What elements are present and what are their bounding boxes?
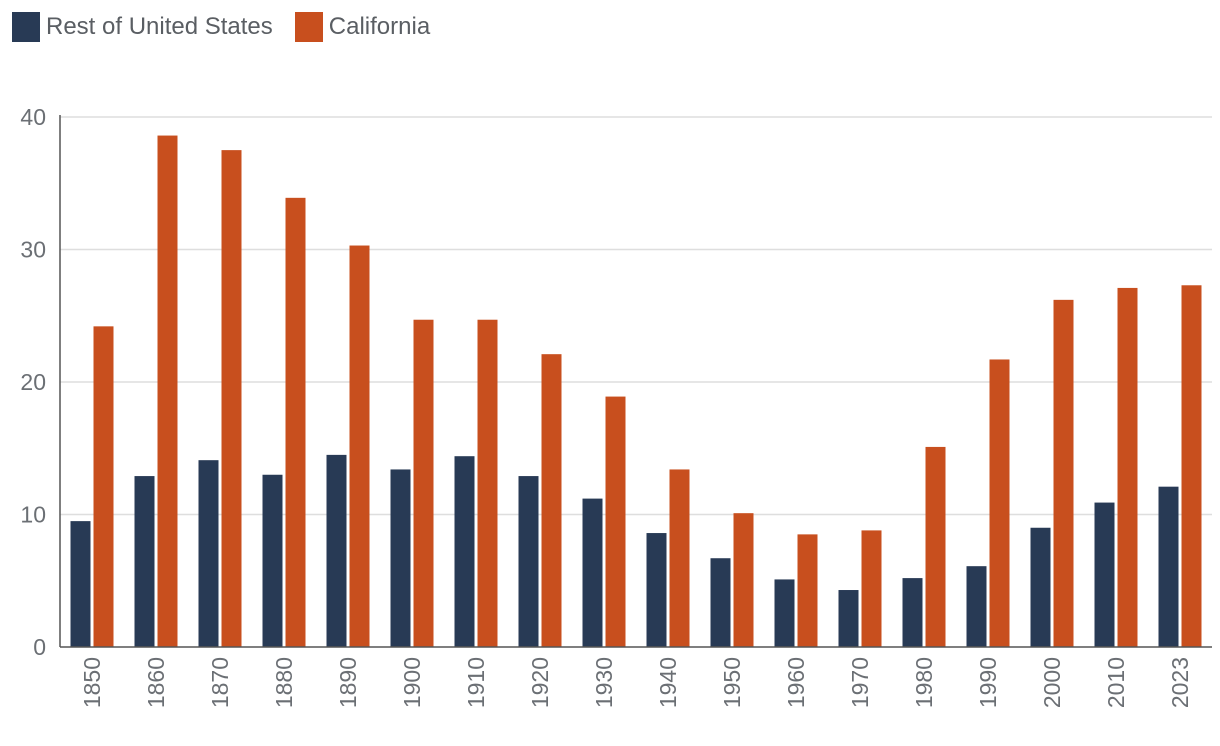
bar-rest-1960 xyxy=(774,579,795,647)
x-tick-label: 2010 xyxy=(1103,657,1129,708)
bar-california-1930 xyxy=(605,396,626,647)
bar-california-1960 xyxy=(797,534,818,647)
bar-rest-1890 xyxy=(326,454,347,647)
bar-rest-1870 xyxy=(198,460,219,647)
x-tick-label: 1930 xyxy=(591,657,617,708)
bar-rest-2023 xyxy=(1158,486,1179,647)
bar-rest-2010 xyxy=(1094,502,1115,647)
bar-rest-1980 xyxy=(902,578,923,647)
bar-rest-1990 xyxy=(966,566,987,647)
x-tick-label: 1990 xyxy=(975,657,1001,708)
bar-rest-1910 xyxy=(454,456,475,647)
bar-rest-1860 xyxy=(134,476,155,647)
x-tick-label: 1950 xyxy=(719,657,745,708)
x-tick-label: 1920 xyxy=(527,657,553,708)
axes xyxy=(59,115,1212,648)
x-tick-label: 2000 xyxy=(1039,657,1065,708)
y-tick-label: 20 xyxy=(20,369,46,395)
legend-label-rest: Rest of United States xyxy=(46,13,273,40)
x-tick-labels: 1850 1860 1870 1880 1890 1900 1910 1920 1930 1940… xyxy=(79,657,1193,708)
bar-rest-1920 xyxy=(518,476,539,647)
bar-california-1910 xyxy=(477,319,498,647)
bars xyxy=(70,135,1202,648)
legend-swatch-california xyxy=(294,12,323,42)
x-tick-label: 1910 xyxy=(463,657,489,708)
legend: Rest of United States California xyxy=(12,12,452,42)
bar-rest-1900 xyxy=(390,469,411,647)
y-tick-label: 30 xyxy=(20,237,46,263)
y-tick-label: 10 xyxy=(20,502,46,528)
legend-item-rest: Rest of United States xyxy=(12,12,273,42)
bar-rest-1940 xyxy=(646,533,667,647)
bar-california-1990 xyxy=(989,359,1010,647)
bar-california-1870 xyxy=(221,150,242,647)
bar-rest-1880 xyxy=(262,474,283,647)
y-tick-label: 40 xyxy=(20,104,46,130)
legend-swatch-rest xyxy=(12,12,40,42)
gridlines xyxy=(60,116,1212,516)
x-tick-label: 1970 xyxy=(847,657,873,708)
bar-california-1890 xyxy=(349,245,370,647)
bar-california-1920 xyxy=(541,354,562,647)
bar-rest-2000 xyxy=(1030,527,1051,647)
bar-california-1950 xyxy=(733,513,754,647)
x-tick-label: 1940 xyxy=(655,657,681,708)
bar-california-1850 xyxy=(93,326,114,647)
bar-california-2000 xyxy=(1053,299,1074,647)
y-tick-label: 0 xyxy=(33,634,46,660)
bar-rest-1950 xyxy=(710,558,731,647)
bar-rest-1970 xyxy=(838,590,859,647)
x-tick-label: 2023 xyxy=(1167,657,1193,708)
bar-california-1980 xyxy=(925,446,946,647)
x-tick-label: 1870 xyxy=(207,657,233,708)
bar-california-1940 xyxy=(669,469,690,647)
y-tick-labels: 0 10 20 30 40 xyxy=(20,104,46,660)
x-tick-label: 1900 xyxy=(399,657,425,708)
bar-california-2023 xyxy=(1181,285,1202,647)
bar-rest-1930 xyxy=(582,498,603,647)
legend-item-california: California xyxy=(294,12,431,42)
bar-rest-1850 xyxy=(70,521,91,647)
bar-california-1880 xyxy=(285,197,306,647)
x-tick-label: 1980 xyxy=(911,657,937,708)
bar-california-2010 xyxy=(1117,287,1138,647)
x-tick-label: 1850 xyxy=(79,657,105,708)
x-tick-label: 1960 xyxy=(783,657,809,708)
legend-label-california: California xyxy=(328,13,431,40)
bar-california-1860 xyxy=(157,135,178,648)
x-tick-label: 1880 xyxy=(271,657,297,708)
x-tick-label: 1860 xyxy=(143,657,169,708)
bar-california-1970 xyxy=(861,530,882,647)
x-tick-label: 1890 xyxy=(335,657,361,708)
bar-california-1900 xyxy=(413,319,434,647)
